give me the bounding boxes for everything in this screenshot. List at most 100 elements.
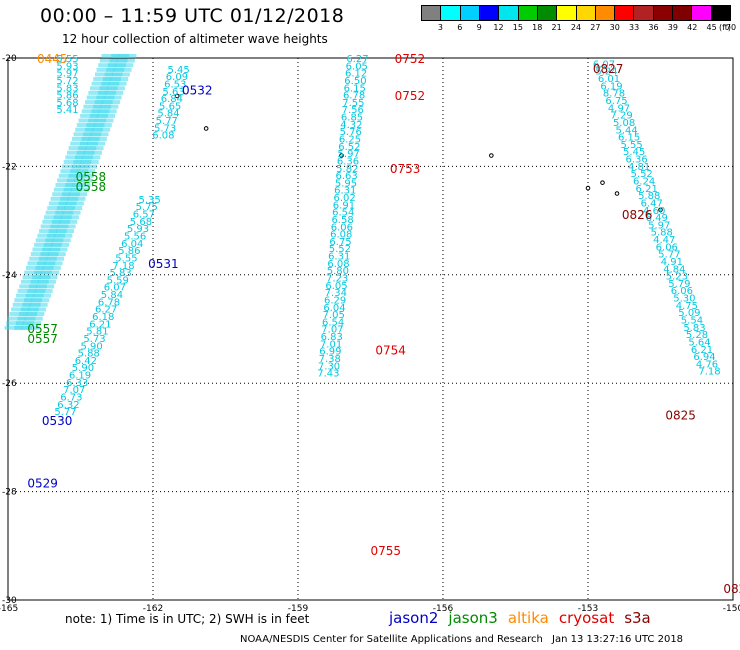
ribbon-segment — [96, 67, 115, 72]
ribbon-segment — [101, 54, 120, 58]
ribbon-segment — [80, 113, 99, 118]
ribbon-segment — [21, 325, 40, 330]
latitude-tick-label: -20 — [2, 54, 17, 64]
ribbon-segment — [80, 159, 99, 164]
ribbon-segment — [113, 67, 132, 72]
wave-height-value: 7.05 — [323, 310, 345, 321]
ribbon-segment — [29, 256, 48, 261]
island-marker — [614, 191, 620, 196]
wave-height-value: 6.36 — [337, 156, 359, 167]
ribbon-segment — [60, 215, 79, 220]
dense-track-ribbon — [4, 54, 137, 330]
wave-height-value: 6.27 — [346, 54, 368, 65]
wave-height-value: 6.83 — [321, 332, 343, 343]
ribbon-segment — [103, 95, 122, 100]
wave-height-value: 6.31 — [334, 186, 356, 197]
ribbon-segment — [47, 206, 66, 211]
wave-height-value: 7.34 — [325, 288, 347, 299]
wave-height-value: 5.80 — [327, 266, 349, 277]
wave-height-value: 6.19 — [600, 81, 622, 92]
legend-swatch — [711, 6, 730, 20]
pass-time-label: 0445 — [37, 52, 68, 66]
ribbon-segment — [83, 150, 102, 155]
ribbon-segment — [81, 109, 100, 114]
ribbon-segment — [70, 187, 89, 192]
wave-height-value: 6.31 — [328, 252, 350, 263]
ribbon-segment — [101, 100, 120, 105]
pass-time-label: 0557 — [27, 332, 58, 346]
ribbon-segment — [27, 261, 46, 266]
wave-height-value: 6.07 — [593, 59, 615, 70]
wave-height-value: 6.04 — [121, 239, 143, 250]
ribbon-segment — [12, 302, 31, 307]
ribbon-segment — [32, 247, 51, 252]
wave-height-value: 5.55 — [56, 54, 78, 65]
wave-height-value: 6.50 — [344, 76, 366, 87]
pass-time-label: 0825 — [665, 409, 696, 423]
wave-height-value: 6.05 — [325, 281, 347, 292]
mission-label: cryosat — [558, 609, 615, 627]
wave-height-value: 6.75 — [605, 96, 627, 107]
ribbon-segment — [75, 127, 94, 132]
ribbon-segment — [65, 201, 84, 206]
legend-label: 9 — [476, 23, 482, 32]
ribbon-segment — [111, 72, 130, 77]
pass-time-label: 0827 — [593, 62, 624, 76]
map-subtitle: 12 hour collection of altimeter wave hei… — [62, 32, 328, 46]
ribbon-segment — [14, 298, 33, 303]
legend-swatch — [479, 6, 500, 20]
legend-swatch — [537, 6, 558, 20]
legend-swatch — [441, 6, 461, 20]
island-marker — [600, 180, 605, 185]
mission-label: jason3 — [448, 609, 498, 627]
ribbon-segment — [116, 58, 135, 63]
wave-height-value: 5.84 — [157, 109, 179, 120]
pass-time-label: 0558 — [76, 180, 107, 194]
wave-height-value: 5.86 — [118, 246, 140, 257]
latitude-tick-label: -30 — [2, 596, 17, 606]
wave-height-value: 6.06 — [671, 286, 693, 297]
ribbon-segment — [24, 316, 43, 321]
wave-height-value: 7.29 — [610, 111, 632, 122]
wave-height-value: 4.76 — [696, 359, 718, 370]
legend-swatch — [673, 6, 693, 20]
wave-height-value: 5.08 — [613, 118, 635, 129]
wave-height-value: 4.32 — [340, 120, 362, 131]
legend-swatch — [576, 6, 596, 20]
legend-label: 27 — [590, 23, 601, 32]
legend-label: 15 — [512, 23, 523, 32]
legend-label: 18 — [532, 23, 543, 32]
wave-height-value: 5.24 — [595, 67, 617, 78]
ribbon-segment — [25, 265, 44, 270]
legend-swatch — [499, 6, 519, 20]
ribbon-segment — [30, 252, 49, 257]
latitude-tick-label: -28 — [2, 488, 17, 498]
wave-height-value: 6.73 — [60, 392, 82, 403]
wave-height-value: 7.01 — [320, 339, 342, 350]
wave-height-value: 5.97 — [56, 69, 78, 80]
ribbon-segment — [62, 210, 81, 215]
ribbon-segment — [52, 192, 71, 197]
ribbon-segment — [108, 81, 127, 86]
ribbon-segment — [95, 118, 114, 123]
wave-height-value: 5.73 — [154, 123, 176, 134]
legend-label: (ft) — [718, 23, 732, 32]
wave-height-value: 5.97 — [338, 149, 360, 160]
ribbon-segment — [71, 136, 90, 141]
wave-height-value: 6.57 — [133, 210, 155, 221]
wave-height-value: 5.73 — [83, 334, 105, 345]
ribbon-segment — [88, 90, 107, 95]
ribbon-segment — [31, 298, 50, 303]
wave-height-value: 5.88 — [78, 349, 100, 360]
legend-swatch — [422, 6, 442, 20]
pass-time-label: 0824 — [723, 582, 740, 596]
wave-height-value: 5.84 — [101, 290, 123, 301]
ribbon-segment — [66, 150, 85, 155]
pass-time-label: 0529 — [27, 476, 58, 490]
wave-height-value: 5.64 — [688, 337, 710, 348]
ribbon-segment — [86, 95, 105, 100]
wave-height-value: 5.83 — [56, 83, 78, 94]
ribbon-segment — [62, 164, 81, 169]
wave-height-value: 6.63 — [336, 171, 358, 182]
legend-label: 33 — [629, 23, 640, 32]
